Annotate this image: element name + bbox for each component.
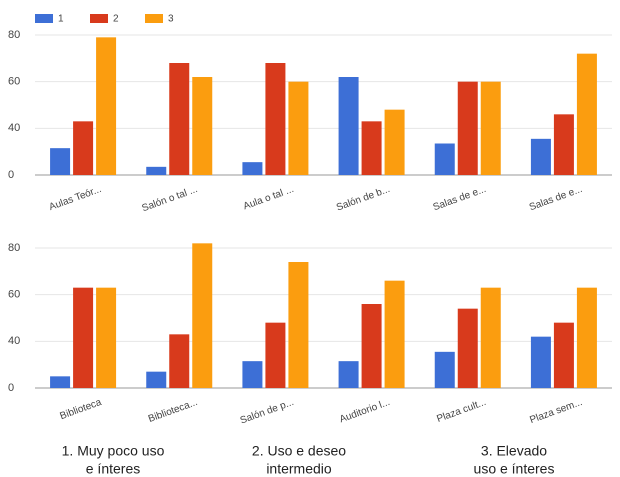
bar	[192, 243, 213, 388]
caption: 2. Uso e deseo	[252, 443, 346, 459]
bar	[146, 166, 167, 175]
bar	[338, 77, 359, 175]
bar	[553, 322, 574, 388]
y-tick-label: 80	[8, 29, 20, 41]
bar	[530, 138, 551, 175]
legend-label: 2	[113, 14, 119, 25]
y-tick-label: 40	[8, 335, 20, 347]
bar	[288, 81, 309, 175]
y-tick-label: 80	[8, 242, 20, 254]
y-tick-label: 0	[8, 382, 14, 394]
bar	[457, 81, 478, 175]
legend-swatch	[35, 14, 53, 23]
legend-label: 1	[58, 14, 64, 25]
bar	[96, 37, 117, 176]
bar	[242, 162, 263, 175]
x-tick-label: Aulas Teór...	[48, 184, 103, 213]
bar	[146, 371, 167, 388]
x-tick-label: Salón de p...	[239, 397, 296, 427]
x-tick-label: Auditorio l...	[338, 397, 391, 425]
bar	[576, 287, 597, 388]
bar	[169, 334, 190, 388]
x-tick-label: Salas de e...	[528, 184, 584, 213]
bar	[192, 77, 213, 175]
bar	[553, 114, 574, 175]
y-tick-label: 40	[8, 122, 20, 134]
bar	[96, 287, 117, 388]
caption: 1. Muy poco uso	[62, 443, 165, 459]
x-tick-label: Aula o tal ...	[242, 184, 295, 212]
x-tick-label: Salas de e...	[432, 184, 488, 213]
bar	[361, 304, 382, 388]
caption: uso e ínteres	[474, 461, 555, 477]
bar	[434, 143, 455, 175]
bar	[265, 63, 286, 175]
x-tick-label: Plaza sem...	[528, 397, 583, 426]
bar	[457, 308, 478, 388]
bar	[361, 121, 382, 175]
bar	[73, 121, 94, 175]
caption: e ínteres	[86, 461, 140, 477]
bar	[480, 81, 501, 175]
bar	[384, 109, 405, 175]
x-tick-label: Biblioteca	[59, 397, 104, 422]
bar	[434, 351, 455, 388]
x-tick-label: Salón o tal ...	[141, 184, 200, 214]
bar	[288, 262, 309, 388]
bar	[73, 287, 94, 388]
y-tick-label: 60	[8, 76, 20, 88]
x-tick-label: Plaza cult...	[435, 397, 487, 425]
bar	[265, 322, 286, 388]
bar	[384, 280, 405, 388]
legend-swatch	[145, 14, 163, 23]
y-tick-label: 60	[8, 289, 20, 301]
bar	[169, 63, 190, 175]
bar	[576, 53, 597, 175]
bar	[50, 376, 71, 388]
bar	[338, 361, 359, 388]
caption: 3. Elevado	[481, 443, 547, 459]
bar	[242, 361, 263, 388]
x-tick-label: Salón de b...	[335, 184, 392, 214]
legend-label: 3	[168, 14, 174, 25]
bar	[530, 336, 551, 388]
bar	[50, 148, 71, 175]
caption: intermedio	[266, 461, 332, 477]
legend-swatch	[90, 14, 108, 23]
x-tick-label: Biblioteca...	[147, 397, 199, 425]
y-tick-label: 0	[8, 169, 14, 181]
bar	[480, 287, 501, 388]
